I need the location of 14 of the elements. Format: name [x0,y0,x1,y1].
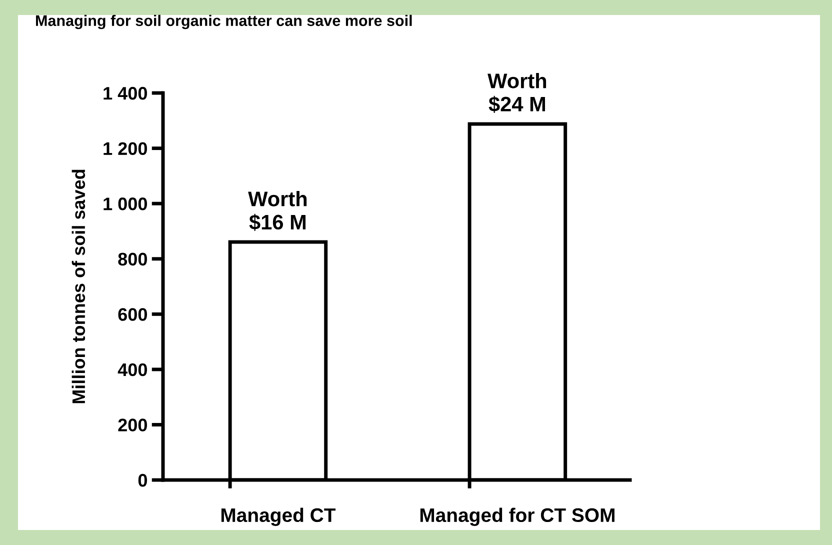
y-tick-label: 200 [118,418,147,432]
y-tick-label: 800 [118,252,147,266]
annotation: Worth $24 M [488,73,546,113]
y-axis-title: Million tonnes of soil saved [72,170,86,404]
y-tick-label: 1 200 [104,142,147,156]
chart-title: Managing for soil organic matter can save more soil [36,14,412,30]
y-tick-label: 600 [118,308,147,321]
x-tick-label: Managed CT [221,508,336,526]
y-tick-label: 1 000 [104,198,147,210]
annotation: Worth $16 M [248,191,307,231]
y-tick-label: 400 [118,363,147,376]
y-tick-label: 0 [138,474,147,487]
y-tick-label: 1 400 [104,86,147,100]
x-tick-label: Managed for CT SOM [420,508,614,526]
